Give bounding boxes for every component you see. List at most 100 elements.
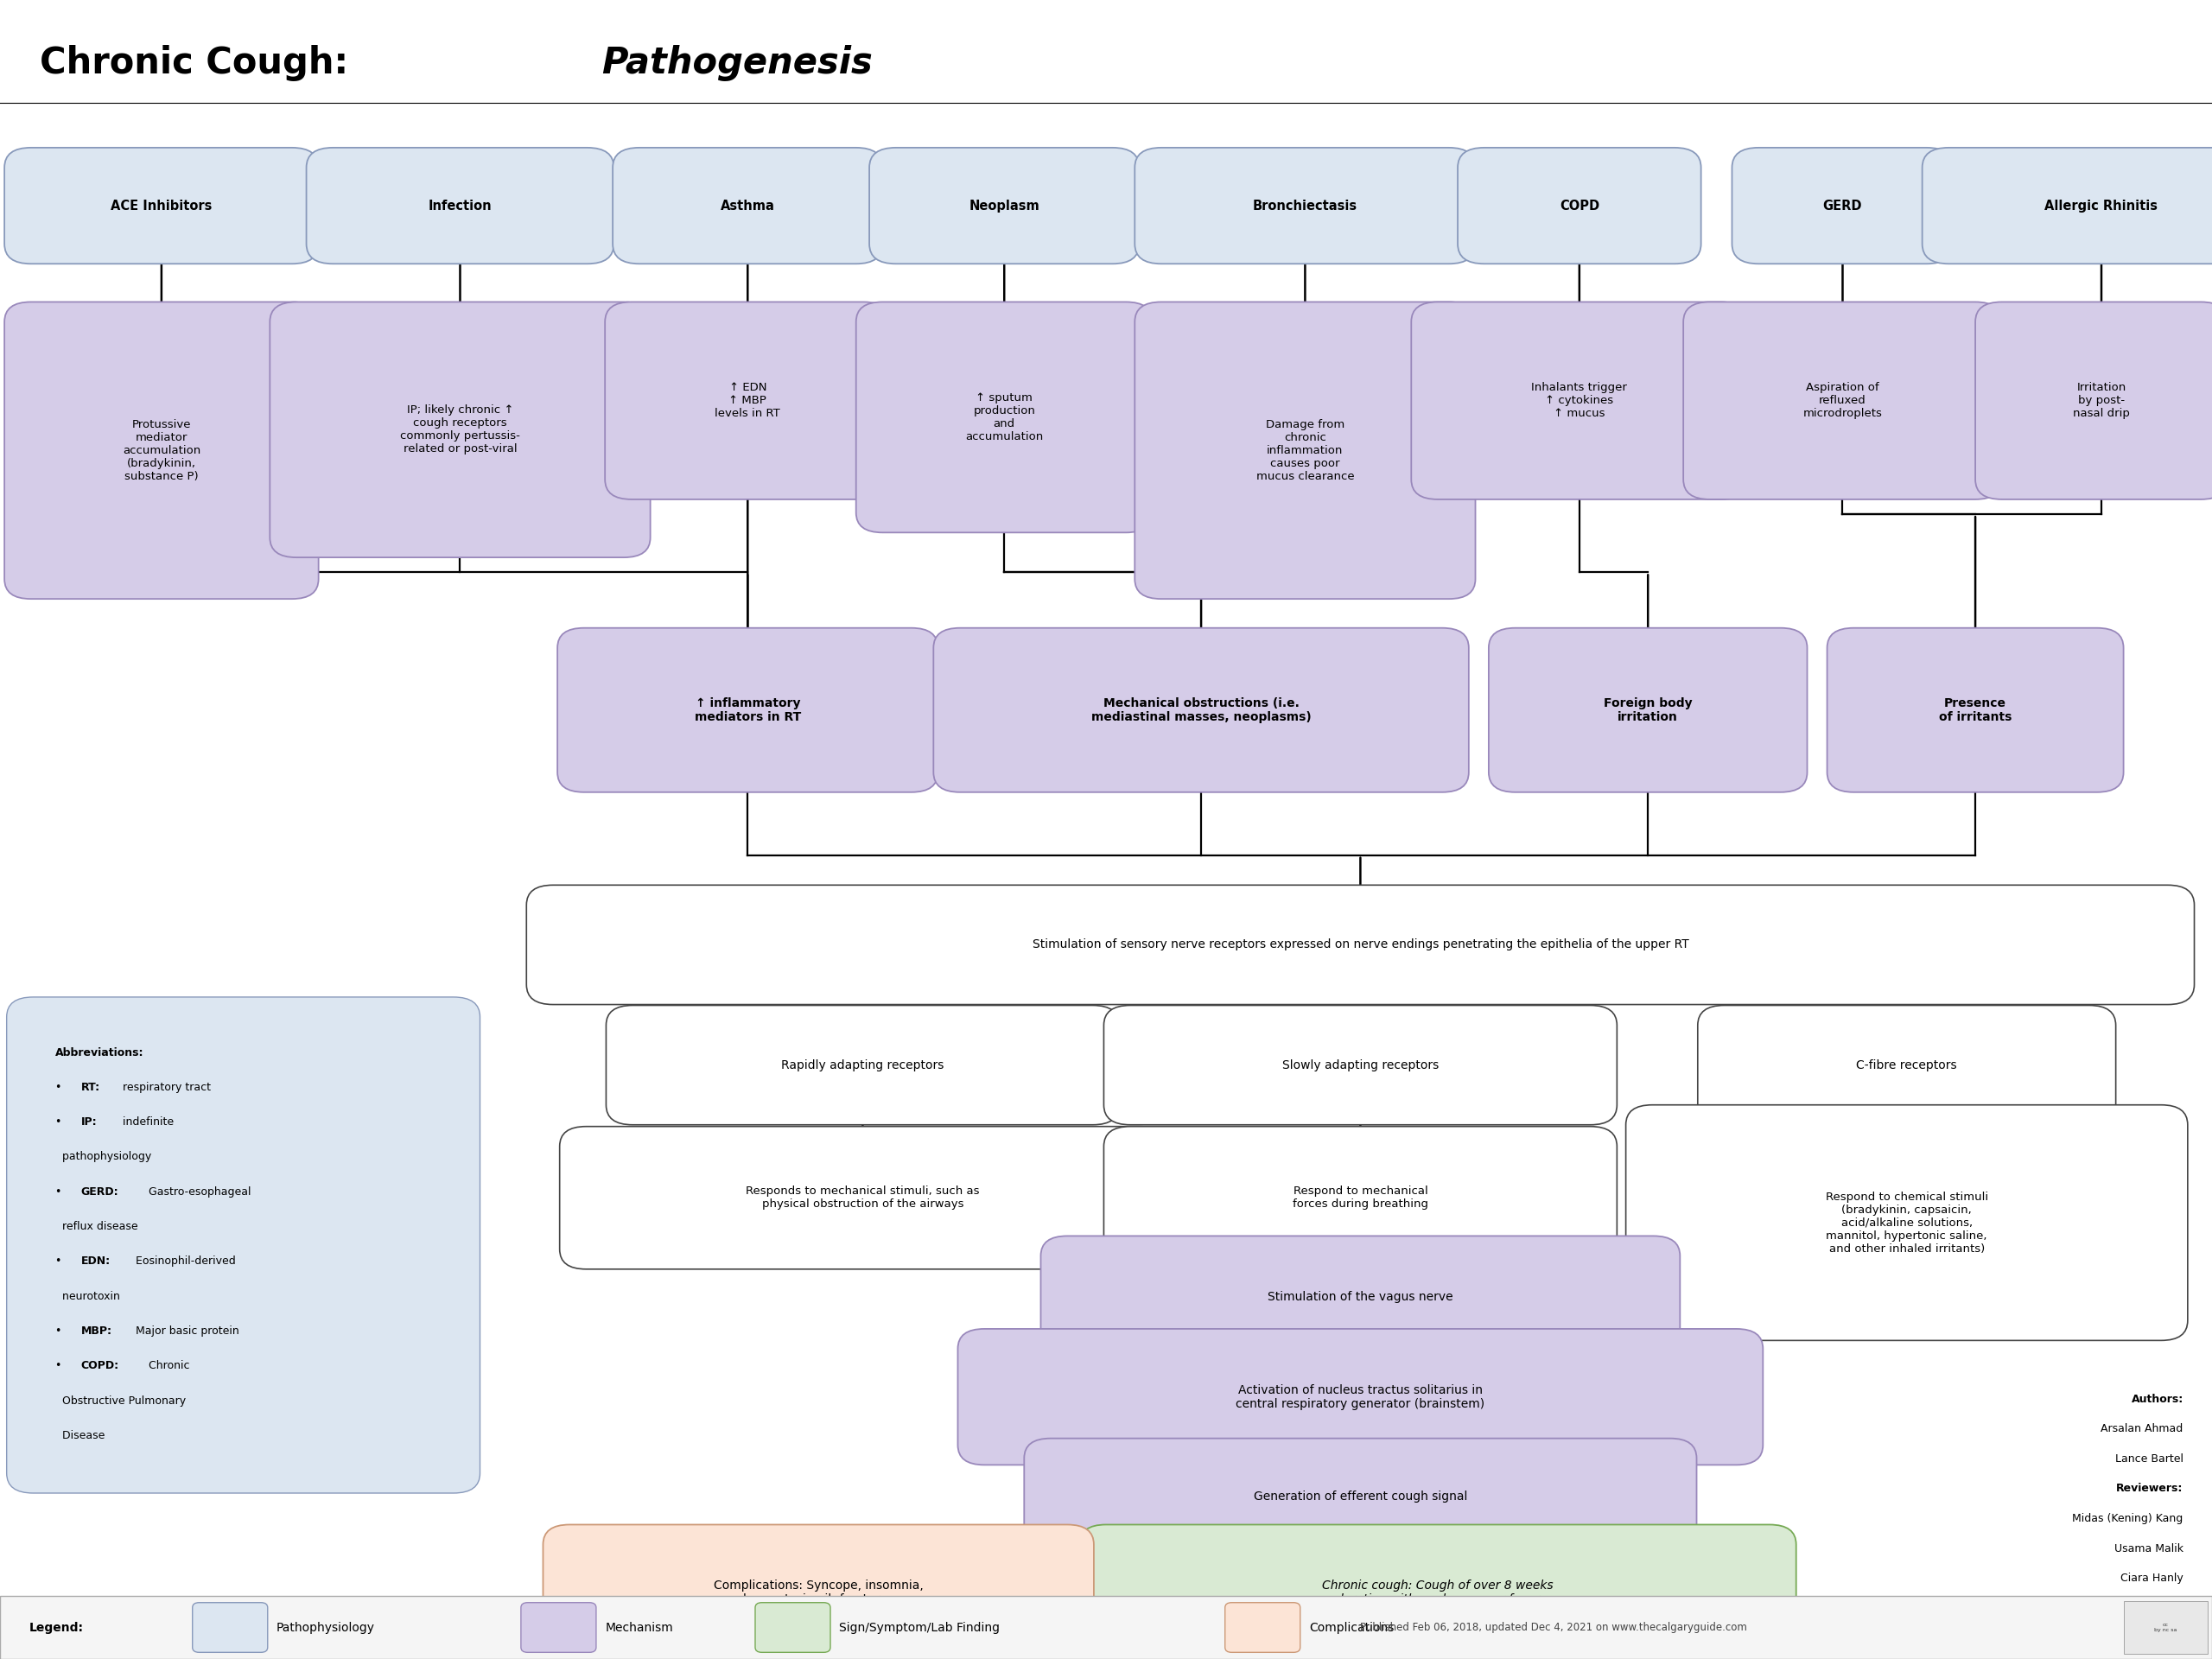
Text: •: • [55,1326,64,1337]
FancyBboxPatch shape [613,148,883,264]
Text: RT:: RT: [82,1082,100,1093]
Text: •: • [55,1082,64,1093]
Text: Generation of efferent cough signal: Generation of efferent cough signal [1254,1490,1467,1503]
Text: Respond to chemical stimuli
(bradykinin, capsaicin,
acid/alkaline solutions,
man: Respond to chemical stimuli (bradykinin,… [1825,1191,1989,1254]
FancyBboxPatch shape [1922,148,2212,264]
Text: Slowly adapting receptors: Slowly adapting receptors [1283,1058,1438,1072]
Text: C-fibre receptors: C-fibre receptors [1856,1058,1958,1072]
Text: Damage from
chronic
inflammation
causes poor
mucus clearance: Damage from chronic inflammation causes … [1256,418,1354,483]
Text: Infection: Infection [429,199,491,212]
Text: IP:: IP: [82,1117,97,1128]
Text: Protussive
mediator
accumulation
(bradykinin,
substance P): Protussive mediator accumulation (bradyk… [122,418,201,483]
FancyBboxPatch shape [754,1603,830,1652]
Text: Obstructive Pulmonary: Obstructive Pulmonary [55,1395,186,1407]
FancyBboxPatch shape [1626,1105,2188,1340]
Text: Stimulation of the vagus nerve: Stimulation of the vagus nerve [1267,1291,1453,1304]
FancyBboxPatch shape [2124,1601,2208,1654]
Text: GERD:: GERD: [82,1186,119,1198]
Text: Respond to mechanical
forces during breathing: Respond to mechanical forces during brea… [1292,1186,1429,1209]
FancyBboxPatch shape [1104,1005,1617,1125]
Text: neurotoxin: neurotoxin [55,1291,119,1302]
Text: Complications: Complications [1310,1621,1394,1634]
Text: IP; likely chronic ↑
cough receptors
commonly pertussis-
related or post-viral: IP; likely chronic ↑ cough receptors com… [400,405,520,455]
Text: Mechanical obstructions (i.e.
mediastinal masses, neoplasms): Mechanical obstructions (i.e. mediastina… [1091,697,1312,723]
Text: Arsalan Ahmad: Arsalan Ahmad [2101,1423,2183,1435]
FancyBboxPatch shape [1699,1005,2115,1125]
Text: Lance Bartel: Lance Bartel [2115,1453,2183,1465]
FancyBboxPatch shape [1024,1438,1697,1554]
Text: Inhalants trigger
↑ cytokines
↑ mucus: Inhalants trigger ↑ cytokines ↑ mucus [1531,382,1628,420]
Text: Ciara Hanly: Ciara Hanly [2121,1573,2183,1584]
FancyBboxPatch shape [560,1126,1166,1269]
Text: •: • [55,1186,64,1198]
Text: COPD: COPD [1559,199,1599,212]
Text: Major basic protein: Major basic protein [133,1326,239,1337]
FancyBboxPatch shape [1135,148,1475,264]
Text: Foreign body
irritation: Foreign body irritation [1604,697,1692,723]
FancyBboxPatch shape [1827,629,2124,793]
Text: Midas (Kening) Kang: Midas (Kening) Kang [2073,1513,2183,1525]
Text: Gastro-esophageal: Gastro-esophageal [146,1186,250,1198]
Text: Responds to mechanical stimuli, such as
physical obstruction of the airways: Responds to mechanical stimuli, such as … [745,1186,980,1209]
Text: •: • [55,1256,64,1267]
Text: Yonglin Mai (麦泳琻): Yonglin Mai (麦泳琻) [2090,1603,2183,1614]
Text: COPD:: COPD: [82,1360,119,1372]
Text: pathophysiology: pathophysiology [55,1151,150,1163]
FancyBboxPatch shape [958,1329,1763,1465]
FancyBboxPatch shape [606,302,891,499]
Text: Disease: Disease [55,1430,104,1442]
Text: ACE Inhibitors: ACE Inhibitors [111,199,212,212]
Text: ↑ EDN
↑ MBP
levels in RT: ↑ EDN ↑ MBP levels in RT [714,382,781,420]
Text: Rapidly adapting receptors: Rapidly adapting receptors [781,1058,945,1072]
Text: Asthma: Asthma [721,199,774,212]
FancyBboxPatch shape [933,629,1469,793]
Text: Published Feb 06, 2018, updated Dec 4, 2021 on www.thecalgaryguide.com: Published Feb 06, 2018, updated Dec 4, 2… [1360,1623,1747,1632]
Text: indefinite: indefinite [119,1117,175,1128]
FancyBboxPatch shape [526,886,2194,1005]
Text: Aspiration of
refluxed
microdroplets: Aspiration of refluxed microdroplets [1803,382,1882,420]
Text: cc
by nc sa: cc by nc sa [2154,1623,2177,1632]
Text: Legend:: Legend: [29,1621,84,1634]
FancyBboxPatch shape [1458,148,1701,264]
Text: Chronic Cough:: Chronic Cough: [40,45,361,81]
Text: ↑ sputum
production
and
accumulation: ↑ sputum production and accumulation [964,392,1044,443]
FancyBboxPatch shape [522,1603,597,1652]
FancyBboxPatch shape [606,1005,1119,1125]
FancyBboxPatch shape [869,148,1139,264]
Text: Allergic Rhinitis: Allergic Rhinitis [2044,199,2159,212]
FancyBboxPatch shape [557,629,938,793]
Text: Sign/Symptom/Lab Finding: Sign/Symptom/Lab Finding [838,1621,1000,1634]
FancyBboxPatch shape [0,1596,2212,1659]
Text: Abbreviations:: Abbreviations: [55,1047,144,1058]
Text: ↑ inflammatory
mediators in RT: ↑ inflammatory mediators in RT [695,697,801,723]
Text: GERD: GERD [1823,199,1863,212]
FancyBboxPatch shape [1975,302,2212,499]
FancyBboxPatch shape [1135,302,1475,599]
Text: Neoplasm: Neoplasm [969,199,1040,212]
FancyBboxPatch shape [1042,1236,1681,1359]
Text: Stimulation of sensory nerve receptors expressed on nerve endings penetrating th: Stimulation of sensory nerve receptors e… [1033,939,1688,951]
Text: Yan Yu*, Eric Leung*: Yan Yu*, Eric Leung* [2075,1632,2183,1644]
FancyBboxPatch shape [1489,629,1807,793]
FancyBboxPatch shape [7,997,480,1493]
FancyBboxPatch shape [1732,148,1953,264]
Text: Pathogenesis: Pathogenesis [602,45,874,81]
FancyBboxPatch shape [1683,302,2002,499]
Text: •: • [55,1117,64,1128]
Text: Bronchiectasis: Bronchiectasis [1252,199,1358,212]
Text: Chronic: Chronic [146,1360,190,1372]
FancyBboxPatch shape [544,1525,1095,1659]
Text: Pathophysiology: Pathophysiology [276,1621,376,1634]
FancyBboxPatch shape [856,302,1152,533]
Text: Activation of nucleus tractus solitarius in
central respiratory generator (brain: Activation of nucleus tractus solitarius… [1237,1384,1484,1410]
Text: Usama Malik: Usama Malik [2115,1543,2183,1554]
Text: EDN:: EDN: [82,1256,111,1267]
FancyBboxPatch shape [4,302,319,599]
FancyBboxPatch shape [1225,1603,1301,1652]
FancyBboxPatch shape [1079,1525,1796,1659]
Text: reflux disease: reflux disease [55,1221,137,1233]
Text: Reviewers:: Reviewers: [2117,1483,2183,1495]
Text: Complications: Syncope, insomnia,
hemoptysis, rib fractures: Complications: Syncope, insomnia, hemopt… [714,1579,922,1606]
Text: •: • [55,1360,64,1372]
FancyBboxPatch shape [1104,1126,1617,1269]
